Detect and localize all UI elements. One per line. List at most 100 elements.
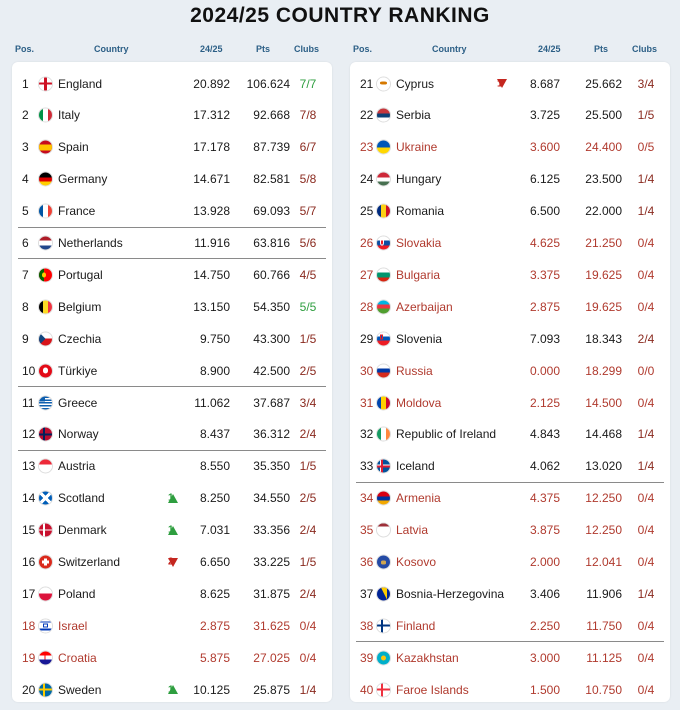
faroe-flag-icon bbox=[376, 682, 391, 698]
ranking-row: 26 Slovakia 4.625 21.250 0/4 bbox=[350, 228, 670, 259]
rank-position: 4 bbox=[22, 172, 29, 187]
arrow-up-icon bbox=[168, 493, 178, 503]
header-clubs: Clubs bbox=[632, 44, 658, 54]
country-name: Greece bbox=[58, 395, 98, 410]
total-points: 106.624 bbox=[246, 76, 290, 91]
total-points: 25.875 bbox=[253, 682, 290, 697]
ranking-row: 18 Israel 2.875 31.625 0/4 bbox=[12, 610, 332, 641]
total-points: 14.468 bbox=[585, 427, 622, 442]
rank-position: 36 bbox=[360, 555, 374, 569]
ranking-row: 5 France 13.928 69.093 5/7 bbox=[12, 196, 332, 227]
total-points: 10.750 bbox=[585, 682, 622, 697]
rank-position: 16 bbox=[22, 555, 36, 569]
rank-movement-up: 1 bbox=[168, 684, 198, 695]
rank-position: 35 bbox=[360, 523, 374, 538]
season-score: 3.875 bbox=[529, 523, 560, 538]
total-points: 24.400 bbox=[585, 140, 622, 155]
total-points: 43.300 bbox=[253, 331, 290, 346]
ranking-row: 38 Finland 2.250 11.750 0/4 bbox=[350, 610, 670, 641]
total-points: 92.668 bbox=[253, 108, 290, 123]
clubs-remaining: 1/5 bbox=[637, 108, 655, 123]
clubs-remaining: 1/5 bbox=[299, 459, 317, 474]
season-score: 0.000 bbox=[529, 363, 560, 378]
rank-position: 26 bbox=[360, 236, 374, 250]
turkiye-flag-icon bbox=[38, 363, 53, 379]
country-name: Spain bbox=[58, 140, 89, 155]
total-points: 27.025 bbox=[253, 650, 290, 665]
season-score: 9.750 bbox=[199, 331, 230, 346]
clubs-remaining: 3/4 bbox=[299, 395, 317, 410]
norway-flag-icon bbox=[38, 426, 53, 442]
germany-flag-icon bbox=[38, 171, 53, 187]
season-score: 2.875 bbox=[529, 299, 560, 314]
country-name: Kazakhstan bbox=[396, 650, 459, 665]
country-name: Finland bbox=[396, 618, 436, 633]
ranking-row: 12 Norway 8.437 36.312 2/4 bbox=[12, 419, 332, 450]
total-points: 35.350 bbox=[253, 459, 290, 474]
clubs-remaining: 5/7 bbox=[299, 204, 317, 219]
belgium-flag-icon bbox=[38, 299, 53, 315]
ranking-row: 25 Romania 6.500 22.000 1/4 bbox=[350, 196, 670, 227]
total-points: 36.312 bbox=[253, 427, 290, 442]
total-points: 34.550 bbox=[253, 491, 290, 506]
croatia-flag-icon bbox=[38, 650, 53, 666]
clubs-remaining: 5/8 bbox=[299, 172, 317, 187]
israel-flag-icon bbox=[38, 618, 53, 634]
slovakia-flag-icon bbox=[376, 235, 391, 251]
total-points: 60.766 bbox=[253, 267, 290, 282]
rank-position: 13 bbox=[22, 459, 36, 474]
rank-position: 30 bbox=[360, 363, 374, 378]
season-score: 2.000 bbox=[529, 555, 560, 569]
season-score: 2.125 bbox=[529, 395, 560, 410]
ranking-row: 40 Faroe Islands 1.500 10.750 0/4 bbox=[350, 674, 670, 705]
clubs-remaining: 0/4 bbox=[637, 555, 655, 569]
ranking-row: 39 Kazakhstan 3.000 11.125 0/4 bbox=[350, 641, 670, 673]
header-clubs: Clubs bbox=[294, 44, 320, 54]
total-points: 13.020 bbox=[585, 459, 622, 474]
country-name: Hungary bbox=[396, 172, 442, 187]
ranking-row: 33 Iceland 4.062 13.020 1/4 bbox=[350, 451, 670, 482]
rank-position: 38 bbox=[360, 618, 374, 633]
clubs-remaining: 7/7 bbox=[299, 76, 317, 91]
country-name: England bbox=[58, 76, 103, 91]
season-score: 3.600 bbox=[529, 140, 560, 155]
ranking-column-left: Pos. Country 24/25 Pts Clubs 1 England 20.… bbox=[12, 40, 332, 702]
ranking-table-left: 1 England 20.892 106.624 7/7 2 Italy 17.312 92.6… bbox=[12, 62, 332, 702]
clubs-remaining: 1/5 bbox=[299, 555, 317, 569]
ranking-row: 20 Sweden 1 10.125 25.875 1/4 bbox=[12, 674, 332, 705]
ranking-row: 23 Ukraine 3.600 24.400 0/5 bbox=[350, 132, 670, 163]
season-score: 8.687 bbox=[529, 76, 560, 91]
country-name: Cyprus bbox=[396, 76, 435, 91]
ranking-row: 34 Armenia 4.375 12.250 0/4 bbox=[350, 481, 670, 514]
rank-position: 22 bbox=[360, 108, 374, 123]
ranking-row: 13 Austria 8.550 35.350 1/5 bbox=[12, 449, 332, 482]
scotland-flag-icon bbox=[38, 490, 53, 506]
kazakhstan-flag-icon bbox=[376, 650, 391, 666]
ranking-row: 28 Azerbaijan 2.875 19.625 0/4 bbox=[350, 291, 670, 322]
season-score: 3.406 bbox=[529, 586, 560, 601]
denmark-flag-icon bbox=[38, 522, 53, 538]
season-score: 1.500 bbox=[529, 682, 560, 697]
austria-flag-icon bbox=[38, 458, 53, 474]
season-score: 14.671 bbox=[193, 172, 230, 187]
season-score: 6.650 bbox=[199, 555, 230, 569]
serbia-flag-icon bbox=[376, 107, 391, 123]
total-points: 12.250 bbox=[585, 491, 622, 506]
hungary-flag-icon bbox=[376, 171, 391, 187]
rank-position: 33 bbox=[360, 459, 374, 474]
clubs-remaining: 2/4 bbox=[299, 523, 317, 538]
season-score: 6.500 bbox=[529, 204, 560, 219]
rank-position: 10 bbox=[22, 363, 36, 378]
czechia-flag-icon bbox=[38, 331, 53, 347]
season-score: 5.875 bbox=[199, 650, 230, 665]
country-name: Republic of Ireland bbox=[396, 427, 497, 442]
country-name: Slovenia bbox=[396, 331, 443, 346]
season-score: 3.000 bbox=[529, 650, 560, 665]
season-score: 4.062 bbox=[529, 459, 560, 474]
rank-position: 20 bbox=[22, 682, 36, 697]
country-name: Ukraine bbox=[396, 140, 438, 155]
clubs-remaining: 0/4 bbox=[637, 523, 655, 538]
total-points: 33.356 bbox=[253, 523, 290, 538]
ranking-table-right: 21 Cyprus 1 8.687 25.662 3/4 22 Serbia 3.725 25.5… bbox=[350, 62, 670, 702]
clubs-remaining: 1/4 bbox=[637, 204, 655, 219]
